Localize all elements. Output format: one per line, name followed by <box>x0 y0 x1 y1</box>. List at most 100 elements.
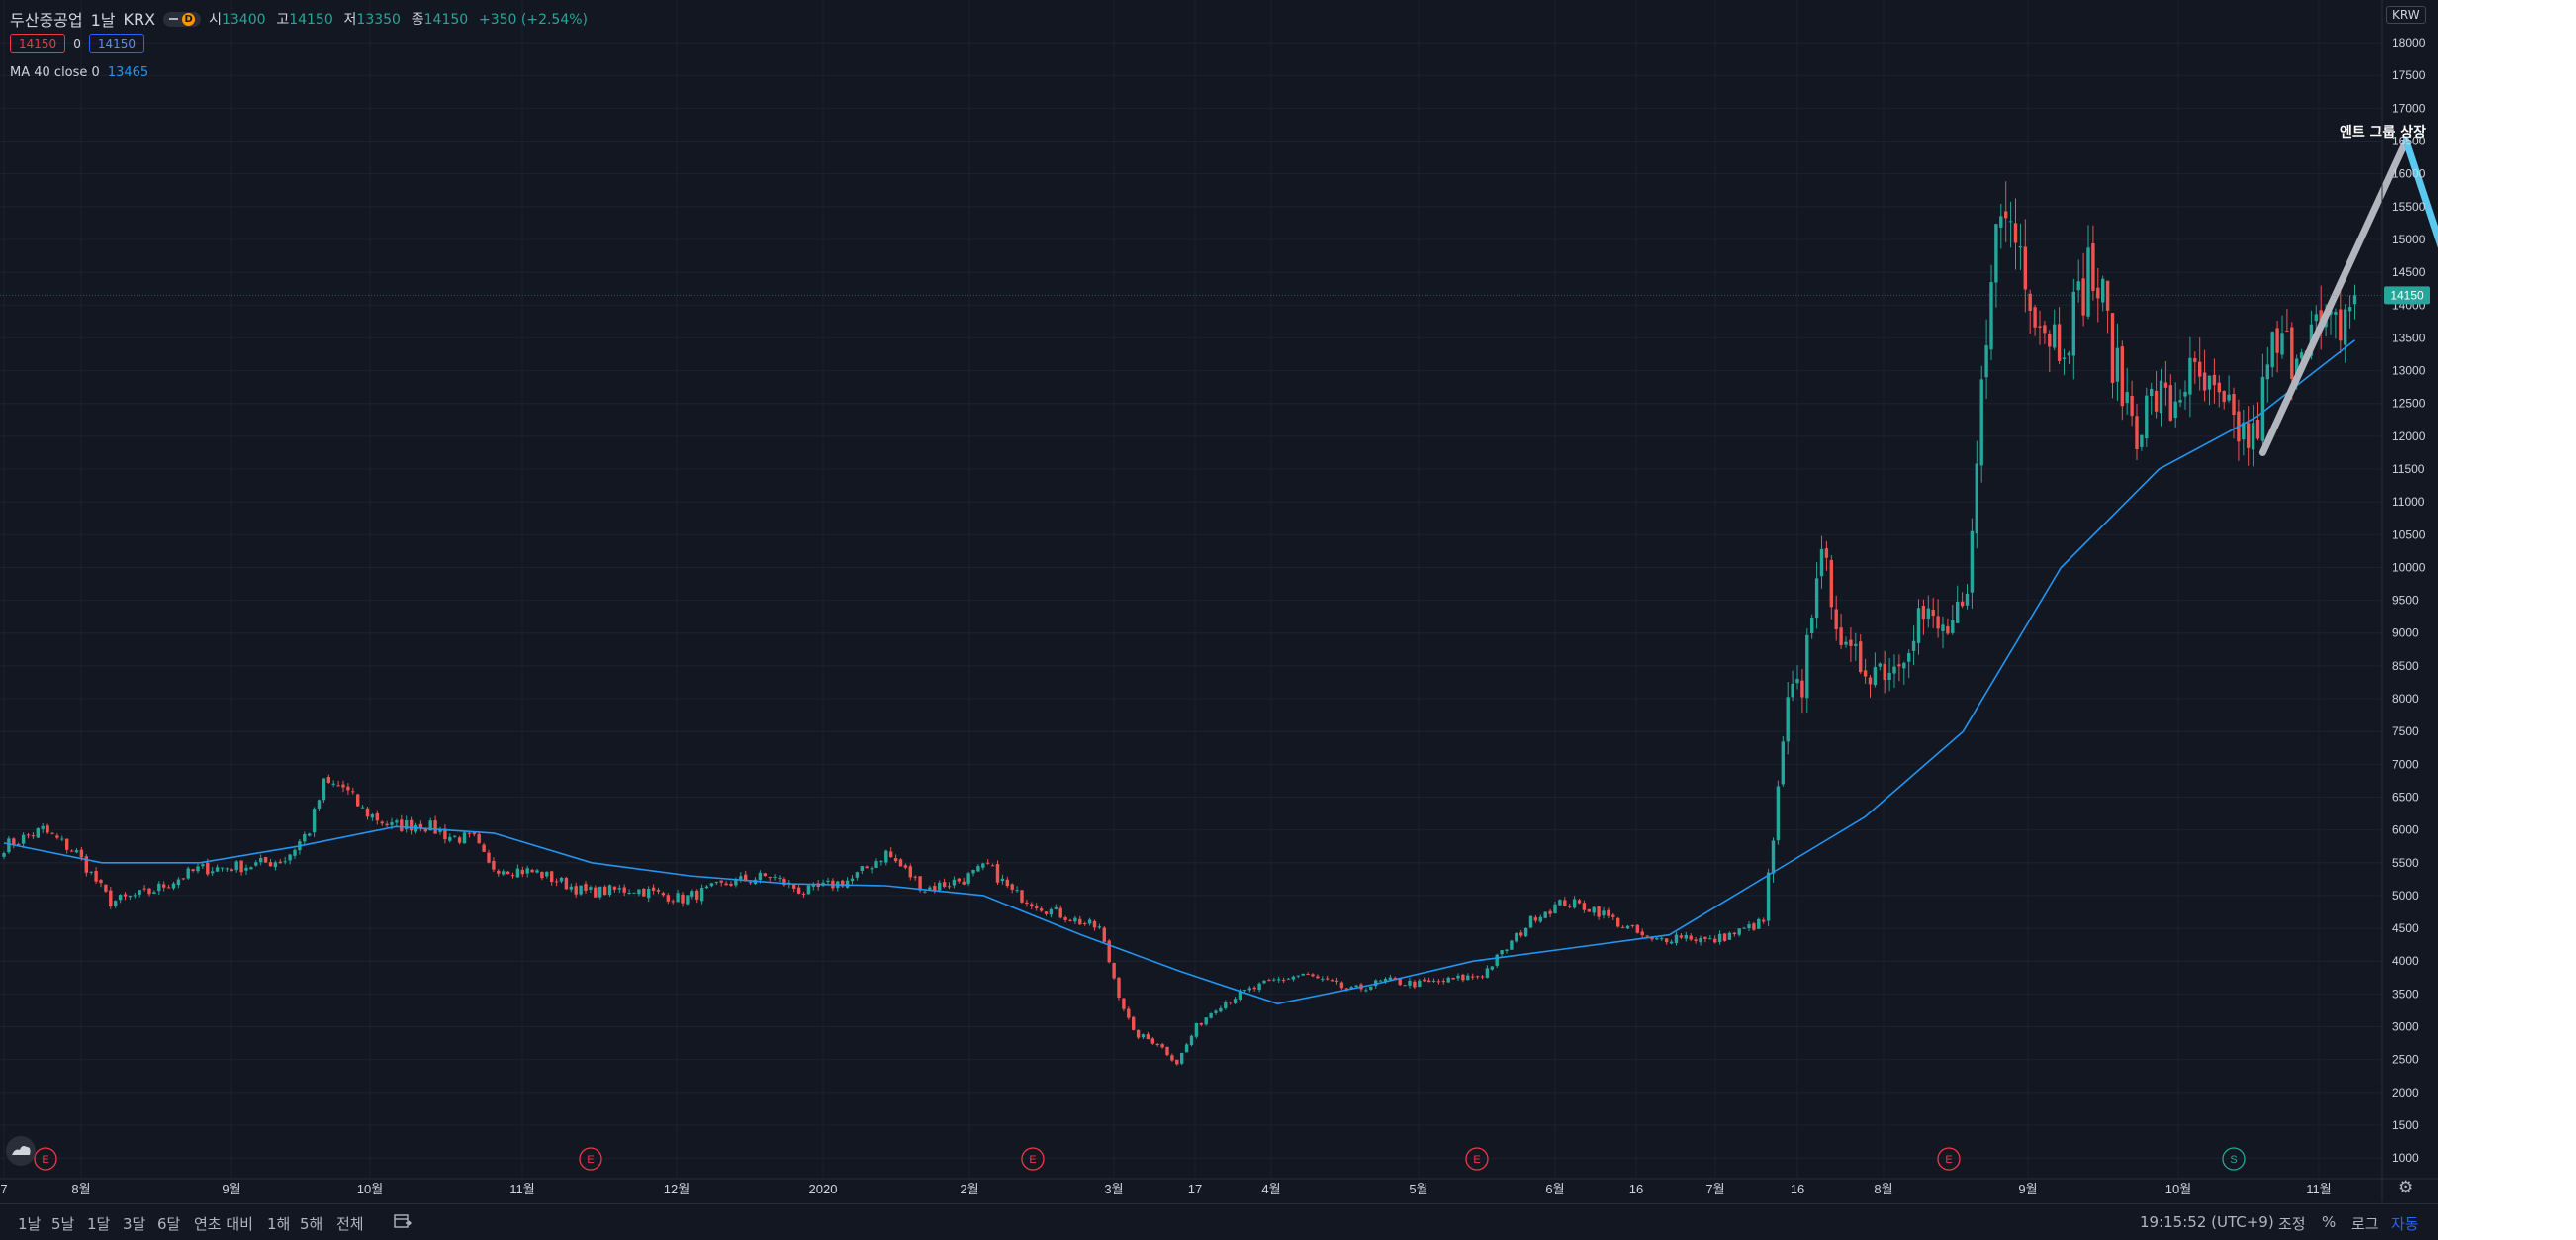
candle-body <box>171 883 176 889</box>
chart-area[interactable]: 엔트 그룹 상장 1000 1500 2000 2500 3000 3500 4000 450… <box>0 0 2438 1240</box>
candle <box>171 881 176 891</box>
candle <box>1510 940 1514 950</box>
range-all-button[interactable]: 전체 <box>336 1215 364 1233</box>
candle-body <box>467 832 472 834</box>
candle <box>893 854 898 863</box>
candle-body <box>981 863 985 868</box>
exchange-label: KRX <box>123 9 156 29</box>
candle-body <box>1946 625 1950 634</box>
price-chart[interactable]: 엔트 그룹 상장 1000 1500 2000 2500 3000 3500 4000 450… <box>0 0 2438 1240</box>
y-tick-label: 10500 <box>2392 527 2426 541</box>
range-1m-button[interactable]: 1달 <box>87 1215 111 1233</box>
adjust-button[interactable]: 조정 <box>2278 1215 2306 1233</box>
candle-body <box>535 870 539 873</box>
candle-body <box>2048 334 2052 347</box>
y-tick-label: 8500 <box>2392 659 2419 673</box>
candle-body <box>234 861 238 871</box>
time-display[interactable]: 19:15:52 (UTC+9) <box>2140 1213 2274 1231</box>
candle <box>724 881 728 886</box>
candle-body <box>1592 906 1596 913</box>
y-tick-label: 3500 <box>2392 987 2419 1001</box>
change-value: +350 (+2.54%) <box>478 12 588 28</box>
range-5d-button[interactable]: 5날 <box>51 1215 75 1233</box>
earnings-event-marker[interactable]: E <box>1021 1147 1045 1171</box>
candle <box>699 884 704 905</box>
candle <box>647 886 651 903</box>
ma-legend[interactable]: MA 40 close 0 13465 <box>10 65 148 80</box>
candle <box>792 883 796 893</box>
candle <box>341 780 345 793</box>
range-ytd-button[interactable]: 연초 대비 <box>194 1215 253 1233</box>
candle-body <box>1398 978 1402 986</box>
range-6m-button[interactable]: 6달 <box>157 1215 181 1233</box>
candle-body <box>1150 1038 1154 1044</box>
calendar-range-icon[interactable] <box>394 1213 412 1233</box>
earnings-event-marker[interactable]: E <box>1937 1147 1961 1171</box>
range-1y-button[interactable]: 1해 <box>267 1215 291 1233</box>
candle <box>1965 584 1970 610</box>
split-event-marker[interactable]: S <box>2222 1147 2246 1171</box>
candle-body <box>36 828 40 838</box>
candle <box>1025 899 1029 907</box>
status-pill[interactable]: D <box>163 11 202 27</box>
candle-body <box>497 870 501 874</box>
y-tick-label: 14500 <box>2392 265 2426 279</box>
event-circle <box>1021 1147 1045 1171</box>
tradingview-logo-icon[interactable] <box>6 1136 36 1166</box>
y-tick-label: 16000 <box>2392 167 2426 181</box>
candle <box>1684 931 1688 942</box>
candle-body <box>923 891 927 893</box>
trend-line-cyan[interactable] <box>2402 138 2438 604</box>
candle <box>418 820 423 832</box>
candle <box>2265 346 2269 403</box>
candle <box>2048 330 2052 373</box>
candle-body <box>1926 608 1930 619</box>
range-1d-button[interactable]: 1날 <box>18 1215 42 1233</box>
candle <box>84 854 88 877</box>
candle-body <box>1970 530 1975 593</box>
candle <box>249 866 253 870</box>
candle-body <box>598 886 602 898</box>
candle-body <box>1737 928 1741 935</box>
earnings-event-marker[interactable]: E <box>579 1147 602 1171</box>
candle <box>2193 351 2197 384</box>
candle <box>1035 903 1039 911</box>
candle-body <box>1689 935 1693 940</box>
candle-body <box>157 883 161 892</box>
event-letter: E <box>587 1154 594 1166</box>
candle-body <box>21 834 26 844</box>
candle-body <box>1180 1052 1184 1064</box>
candle-body <box>2053 324 2057 348</box>
earnings-event-marker[interactable]: E <box>1465 1147 1489 1171</box>
candle <box>2086 225 2090 320</box>
candle-body <box>695 890 699 900</box>
candle-body <box>1597 906 1601 917</box>
candle <box>1141 1033 1146 1040</box>
candle-body <box>1519 932 1523 936</box>
candle-body <box>1441 981 1445 983</box>
candle-body <box>637 889 641 895</box>
candle-body <box>2140 434 2144 447</box>
candle <box>2232 387 2236 439</box>
annotation-label[interactable]: 엔트 그룹 상장 <box>2340 124 2426 141</box>
range-5y-button[interactable]: 5해 <box>300 1215 323 1233</box>
symbol-name[interactable]: 두산중공업 <box>10 11 83 30</box>
auto-button[interactable]: 자동 <box>2391 1215 2419 1233</box>
gear-icon[interactable]: ⚙ <box>2398 1178 2414 1197</box>
candle-body <box>487 852 491 863</box>
x-tick-label: 17 <box>1188 1182 1202 1196</box>
interval-label[interactable]: 1날 <box>90 11 116 30</box>
percent-button[interactable]: % <box>2322 1213 2337 1231</box>
candle <box>1150 1036 1154 1045</box>
earnings-event-marker[interactable]: E <box>34 1147 57 1171</box>
candle-body <box>1378 980 1383 982</box>
candle <box>806 884 811 895</box>
sell-button[interactable]: 14150 <box>10 34 66 53</box>
buy-button[interactable]: 14150 <box>88 34 145 53</box>
currency-button[interactable]: KRW <box>2386 6 2426 24</box>
candle <box>1771 837 1776 883</box>
candle-body <box>2038 326 2042 328</box>
range-3m-button[interactable]: 3달 <box>123 1215 146 1233</box>
log-button[interactable]: 로그 <box>2351 1215 2379 1233</box>
